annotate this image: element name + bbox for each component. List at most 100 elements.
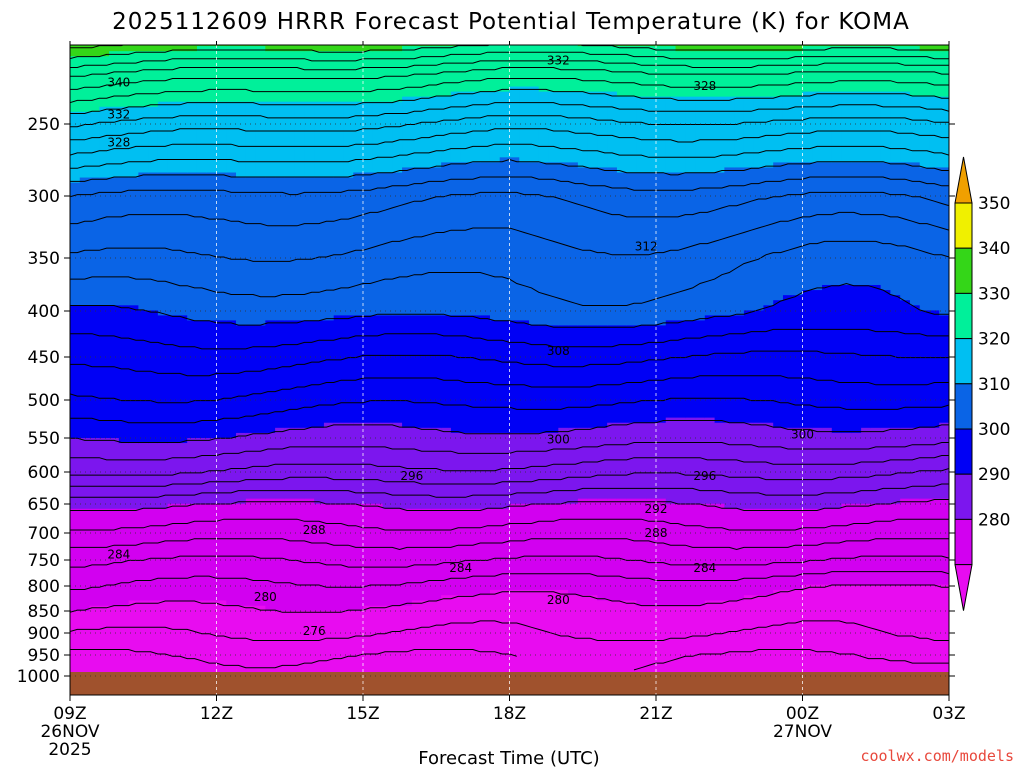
field-cell — [206, 101, 218, 174]
field-cell — [509, 589, 520, 689]
field-cell — [636, 172, 647, 326]
field-cell — [880, 503, 891, 586]
field-cell — [245, 605, 257, 689]
field-cell — [245, 432, 257, 500]
field-cell — [890, 427, 901, 505]
field-cell — [284, 101, 296, 179]
field-cell — [284, 611, 296, 689]
field-cell — [265, 320, 276, 434]
field-cell — [206, 45, 218, 47]
field-cell — [460, 315, 472, 434]
field-cell — [431, 315, 442, 429]
field-cell — [275, 177, 286, 321]
field-cell — [607, 422, 618, 500]
field-cell — [548, 45, 559, 93]
field-cell — [900, 162, 911, 301]
field-cell — [89, 305, 100, 439]
field-cell — [851, 584, 862, 689]
field-cell — [89, 111, 100, 179]
field-cell — [939, 96, 949, 169]
field-cell — [851, 162, 862, 286]
field-cell — [538, 91, 550, 163]
field-cell — [675, 605, 686, 689]
field-cell — [656, 45, 667, 47]
field-cell — [577, 46, 589, 93]
field-cell — [363, 503, 374, 607]
field-cell — [372, 172, 384, 316]
field-cell — [157, 508, 169, 602]
field-cell — [675, 45, 686, 52]
field-cell — [568, 162, 579, 327]
isentrope-276 — [70, 649, 949, 671]
field-cell — [870, 427, 882, 505]
field-cell — [353, 422, 364, 505]
field-cell — [411, 508, 423, 602]
field-cell — [333, 51, 345, 103]
field-cell — [392, 315, 403, 424]
field-cell — [939, 422, 949, 500]
field-cell — [646, 498, 657, 607]
field-cell — [79, 177, 91, 306]
field-cell — [929, 310, 940, 429]
field-cell — [138, 508, 149, 602]
colorbar-segment — [954, 338, 973, 385]
field-cell — [499, 508, 511, 591]
field-cell — [851, 91, 862, 163]
field-cell — [372, 51, 384, 103]
field-cell — [695, 320, 706, 419]
field-cell — [177, 315, 188, 444]
field-cell — [519, 320, 530, 434]
field-cell — [714, 45, 725, 52]
contour-label: 332 — [107, 107, 130, 121]
field-cell — [773, 427, 784, 510]
isentrope-296 — [70, 455, 949, 476]
field-cell — [851, 46, 862, 93]
chart-title: 2025112609 HRRR Forecast Potential Tempe… — [112, 9, 910, 35]
field-cell — [294, 427, 305, 500]
credit-text: coolwx.com/models — [860, 747, 1014, 765]
field-cell — [529, 503, 540, 591]
y-tick-label: 350 — [28, 249, 60, 269]
field-cell — [822, 284, 833, 429]
field-cell — [196, 320, 208, 439]
field-cell — [323, 51, 335, 103]
field-cell — [157, 443, 169, 510]
field-cell — [489, 91, 501, 163]
field-cell — [841, 46, 852, 93]
field-cell — [343, 45, 354, 52]
field-cell — [831, 508, 843, 586]
field-cell — [587, 167, 598, 326]
field-cell — [812, 162, 823, 291]
field-cell — [841, 503, 852, 586]
field-cell — [363, 45, 374, 52]
field-cell — [743, 595, 755, 689]
axis-ticks — [64, 41, 955, 701]
field-cell — [148, 310, 159, 444]
field-cell — [431, 46, 442, 98]
field-cell — [167, 101, 179, 174]
field-cell — [587, 46, 598, 93]
contour-label: 300 — [547, 432, 570, 446]
field-cell — [460, 91, 472, 163]
field-cell — [577, 498, 589, 596]
field-cell — [724, 96, 735, 169]
field-cell — [109, 438, 120, 510]
y-tick-label: 550 — [28, 429, 60, 449]
field-cell — [861, 46, 872, 93]
field-cell — [460, 508, 472, 596]
y-axis: 2503003504004505005506006507007508008509… — [17, 115, 60, 687]
colorbar-tick-label: 340 — [978, 239, 1010, 259]
field-cell — [890, 162, 901, 296]
field-cell — [831, 46, 843, 93]
field-cell — [148, 600, 159, 689]
contour-label: 312 — [635, 239, 658, 253]
field-cell — [138, 310, 149, 444]
field-cell — [382, 315, 393, 424]
field-cell — [138, 600, 149, 689]
field-cell — [529, 86, 540, 163]
field-cell — [89, 508, 100, 607]
field-cell — [255, 177, 266, 326]
field-cell — [665, 417, 677, 505]
y-tick-label: 850 — [28, 602, 60, 622]
